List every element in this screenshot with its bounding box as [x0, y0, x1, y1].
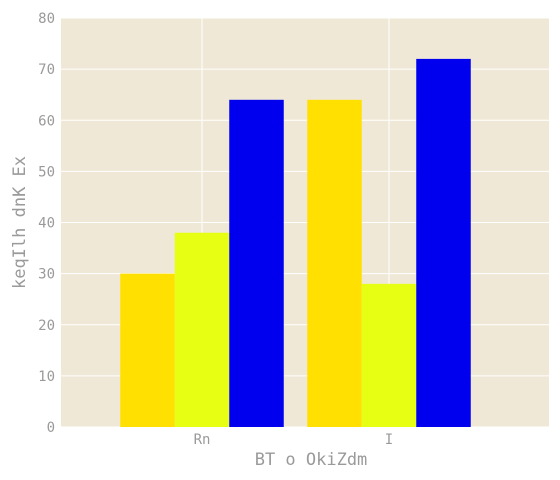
bars — [120, 58, 471, 428]
y-tick-label: 20 — [38, 318, 55, 334]
y-tick-label: 60 — [38, 113, 55, 129]
y-tick-label: 0 — [47, 420, 55, 436]
y-tick-label: 50 — [38, 164, 55, 180]
x-tick-label: Rn — [194, 432, 211, 448]
bar — [120, 273, 175, 427]
x-axis-label: BT o OkiZdm — [255, 450, 368, 470]
y-tick-label: 70 — [38, 62, 55, 78]
x-ticks: Rn I — [194, 432, 394, 448]
y-tick-label: 10 — [38, 369, 55, 385]
bar — [229, 99, 284, 428]
bar — [361, 283, 417, 427]
bar — [307, 99, 362, 428]
x-tick-label: I — [385, 432, 393, 448]
y-tick-label: 30 — [38, 267, 55, 283]
bar — [174, 232, 230, 427]
y-tick-label: 80 — [38, 11, 55, 27]
y-tick-label: 40 — [38, 216, 55, 232]
y-ticks: 0 10 20 30 40 50 60 70 80 — [38, 11, 55, 436]
y-axis-label: keqIlh dnK Ex — [10, 156, 30, 289]
bar — [416, 58, 471, 428]
